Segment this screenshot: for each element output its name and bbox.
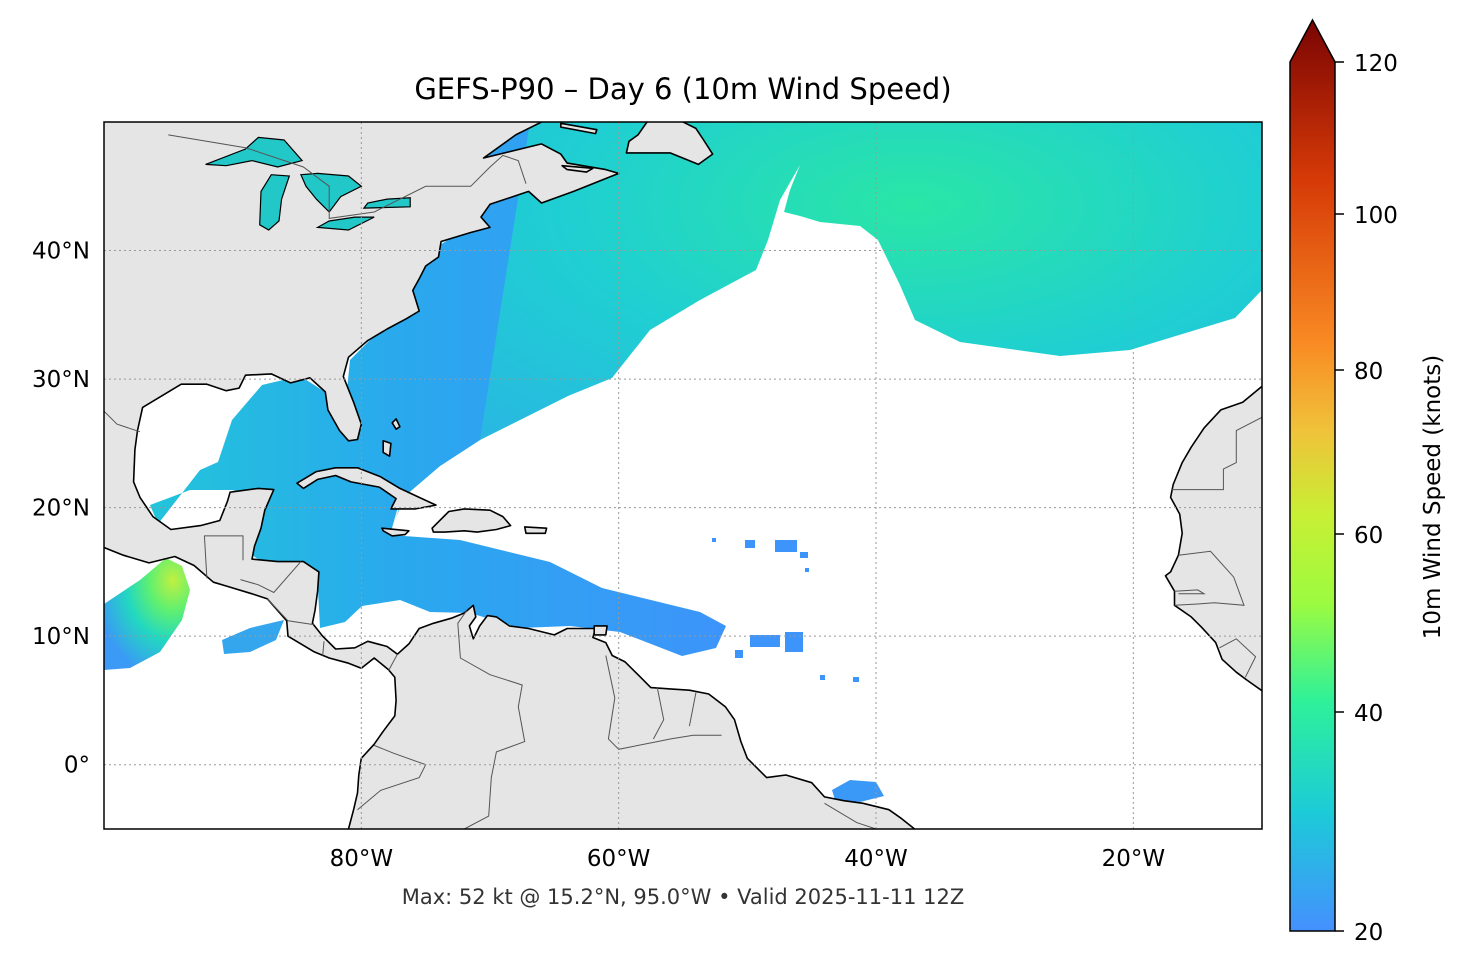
land-hispaniola <box>431 508 512 533</box>
land-anticosti <box>560 122 598 135</box>
great-lakes <box>205 136 411 231</box>
country-border <box>387 653 398 672</box>
colorbar-tick-label: 80 <box>1354 359 1383 385</box>
colorbar: 120 100 80 60 40 20 10m Wind Speed (knots) <box>1289 18 1446 946</box>
lon-tick-label: 60°W <box>587 846 651 872</box>
colorbar-tick-label: 100 <box>1354 203 1398 229</box>
footer-max-info: Max: 52 kt @ 15.2°N, 95.0°W • Valid 2025… <box>402 885 965 909</box>
country-border <box>240 561 302 594</box>
map-area <box>104 122 1262 829</box>
lake-ontario <box>362 197 411 209</box>
lat-tick-label: 40°N <box>32 239 90 265</box>
country-border <box>1219 638 1257 678</box>
country-border <box>357 744 427 811</box>
country-border <box>1174 589 1206 595</box>
lake-superior <box>205 136 304 168</box>
wind-region-east-pacific <box>104 558 190 670</box>
country-border <box>168 134 527 219</box>
colorbar-tick-label: 120 <box>1354 51 1398 77</box>
lat-tick-label: 30°N <box>32 367 90 393</box>
colorbar-gradient <box>1289 18 1336 932</box>
colorbar-tick-label: 20 <box>1354 920 1383 946</box>
lake-erie <box>315 216 375 231</box>
wind-field <box>104 122 1262 802</box>
country-border <box>605 655 722 750</box>
country-border <box>322 641 325 656</box>
land-trinidad <box>593 625 608 636</box>
land-puerto-rico <box>523 526 548 535</box>
borders <box>104 134 1262 829</box>
land-pei <box>561 164 594 173</box>
wind-region-north-atlantic <box>390 122 1262 535</box>
wind-region-gulf-caribbean <box>150 122 726 656</box>
lake-huron <box>300 172 363 213</box>
country-border <box>1174 550 1245 606</box>
lon-tick-label: 20°W <box>1102 846 1166 872</box>
latitude-ticks: 40°N 30°N 20°N 10°N 0° <box>32 239 90 779</box>
land-cuba <box>296 467 437 510</box>
chart-title: GEFS-P90 – Day 6 (10m Wind Speed) <box>414 72 951 106</box>
longitude-ticks: 80°W 60°W 40°W 20°W <box>330 846 1166 872</box>
wind-region-brazil-coast <box>832 780 884 802</box>
country-border <box>1171 416 1262 491</box>
country-border <box>1261 655 1262 657</box>
colorbar-tick-label: 40 <box>1354 701 1383 727</box>
land-bahamas-abaco <box>391 418 401 430</box>
land-africa <box>1164 385 1262 692</box>
colorbar-label: 10m Wind Speed (knots) <box>1420 355 1446 639</box>
country-border <box>267 598 314 626</box>
map-frame <box>103 121 1263 830</box>
country-border <box>104 410 141 433</box>
lat-tick-label: 0° <box>64 753 90 779</box>
lake-michigan <box>259 174 291 231</box>
wind-scattered-cells <box>712 538 859 682</box>
country-border <box>824 802 877 829</box>
gridlines <box>104 122 1262 829</box>
land-bahamas-andros <box>382 440 392 457</box>
land-newfoundland <box>625 122 714 166</box>
colorbar-ticks: 120 100 80 60 40 20 <box>1335 51 1398 946</box>
wind-region-pacific-small <box>222 620 284 654</box>
land-jamaica <box>381 527 410 537</box>
colorbar-tick-label: 60 <box>1354 523 1383 549</box>
country-border <box>688 692 697 727</box>
lon-tick-label: 40°W <box>844 846 908 872</box>
lat-tick-label: 20°N <box>32 496 90 522</box>
country-border <box>457 610 526 829</box>
lon-tick-label: 80°W <box>330 846 394 872</box>
lat-tick-label: 10°N <box>32 624 90 650</box>
country-border <box>652 687 665 740</box>
country-border <box>203 535 244 579</box>
